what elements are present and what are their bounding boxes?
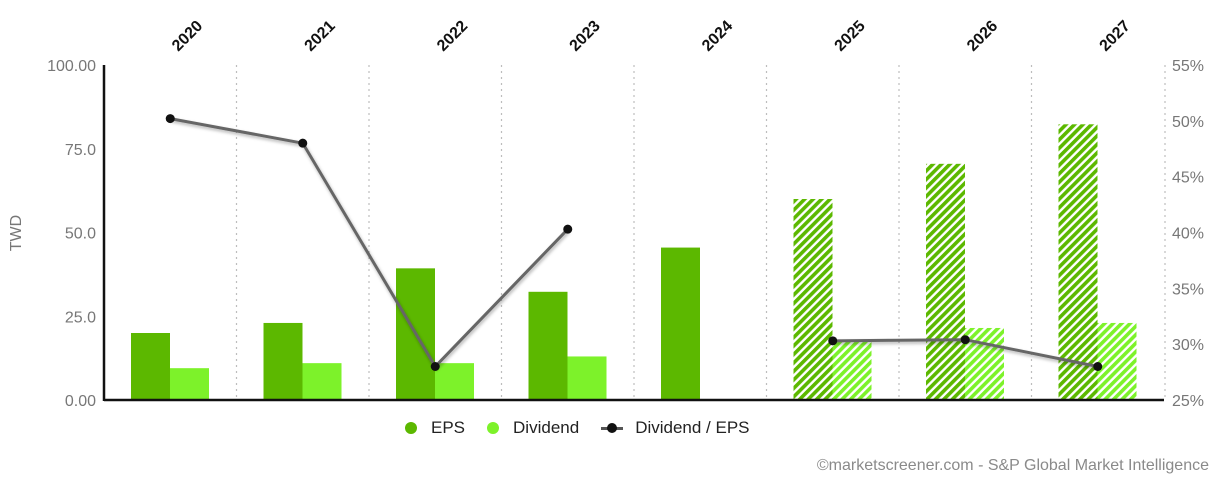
y2-tick-label: 35% bbox=[1172, 281, 1204, 298]
x-tick-label: 2020 bbox=[169, 18, 206, 55]
x-tick-label: 2026 bbox=[964, 18, 1001, 55]
y-tick-label: 100.00 bbox=[47, 58, 96, 75]
dividend-bar bbox=[170, 368, 209, 400]
dividend-bar bbox=[567, 356, 607, 400]
eps-bar bbox=[926, 163, 965, 400]
legend-item-dividend[interactable]: Dividend bbox=[487, 418, 579, 438]
ratio-point bbox=[1093, 362, 1103, 371]
ratio-point bbox=[298, 138, 308, 148]
y2-tick-label: 55% bbox=[1172, 58, 1204, 75]
ratio-point bbox=[165, 114, 175, 124]
ratio-point bbox=[430, 362, 440, 371]
y-tick-label: 0.00 bbox=[65, 393, 96, 410]
y2-tick-label: 40% bbox=[1172, 226, 1204, 243]
eps-bar bbox=[1058, 124, 1098, 401]
x-tick-label: 2022 bbox=[434, 18, 471, 55]
credit: ©marketscreener.com - S&P Global Market … bbox=[816, 457, 1209, 474]
y-axis-label: TWD bbox=[8, 215, 25, 251]
y-tick-label: 50.0 bbox=[65, 226, 96, 243]
legend-label-dividend: Dividend bbox=[513, 418, 580, 437]
eps-bar bbox=[661, 247, 700, 400]
y2-tick-label: 50% bbox=[1172, 114, 1204, 131]
dividend-bar bbox=[832, 339, 872, 400]
eps-bar bbox=[263, 322, 303, 400]
legend: EPS Dividend Dividend / EPS bbox=[405, 418, 772, 438]
legend-label-eps: EPS bbox=[431, 418, 466, 437]
eps-swatch bbox=[405, 422, 417, 434]
ratio-line bbox=[169, 117, 569, 369]
y-tick-label: 75.0 bbox=[65, 142, 96, 159]
legend-item-eps[interactable]: EPS bbox=[405, 418, 465, 438]
dividend-bar bbox=[302, 363, 342, 400]
x-tick-label: 2023 bbox=[567, 18, 604, 55]
eps-bar bbox=[131, 333, 170, 400]
y2-tick-label: 30% bbox=[1172, 337, 1204, 354]
legend-item-ratio[interactable]: Dividend / EPS bbox=[601, 418, 750, 438]
y2-tick-label: 45% bbox=[1172, 170, 1204, 187]
dividend-swatch bbox=[487, 422, 500, 434]
x-tick-label: 2025 bbox=[832, 18, 869, 55]
eps-bar bbox=[528, 291, 568, 400]
dividend-bar bbox=[965, 327, 1004, 400]
x-tick-label: 2027 bbox=[1097, 18, 1134, 55]
y-tick-label: 25.0 bbox=[65, 309, 96, 326]
ratio-swatch bbox=[601, 422, 624, 434]
eps-bar bbox=[793, 199, 833, 400]
ratio-point bbox=[960, 335, 970, 345]
dividend-bar bbox=[435, 363, 474, 400]
legend-label-ratio: Dividend / EPS bbox=[635, 418, 750, 437]
x-tick-label: 2024 bbox=[699, 18, 736, 55]
ratio-point bbox=[563, 224, 573, 234]
dividend-bar bbox=[1097, 322, 1137, 400]
y2-tick-label: 25% bbox=[1172, 393, 1204, 410]
ratio-point bbox=[828, 336, 838, 346]
x-tick-label: 2021 bbox=[302, 18, 339, 55]
